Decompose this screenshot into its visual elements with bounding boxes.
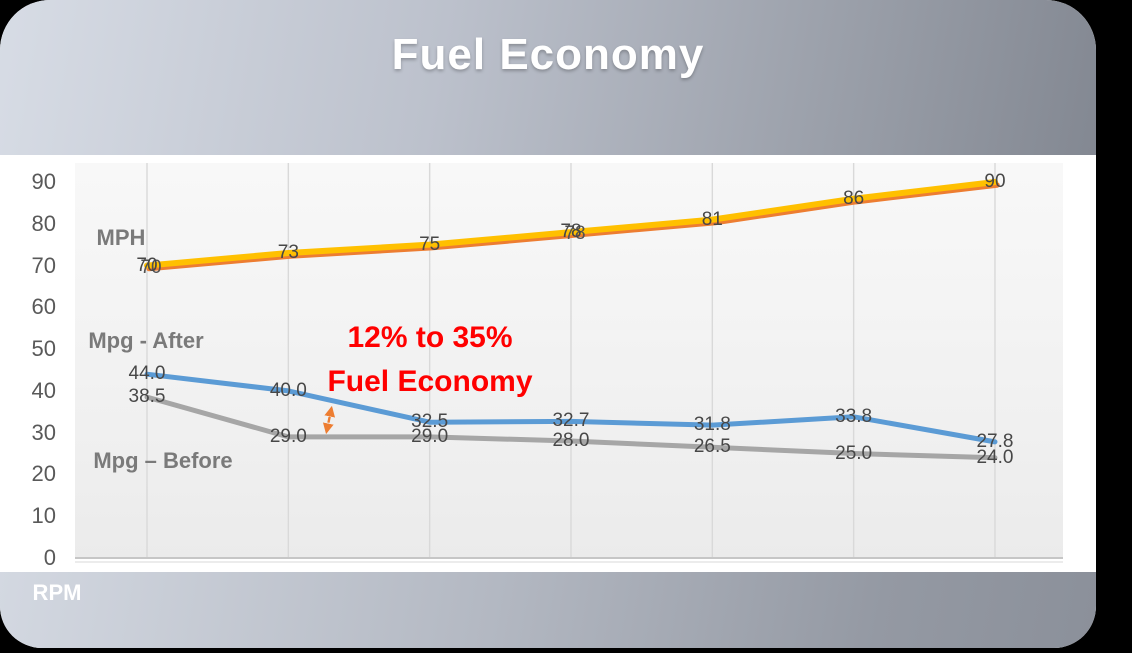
series-line-mpg-after	[144, 371, 998, 445]
annotation-line-2: Fuel Economy	[327, 365, 533, 398]
series-line-mpg-before	[144, 394, 998, 461]
x-axis-title: RPM	[32, 580, 82, 605]
series-line-mph	[144, 179, 998, 269]
plot-area	[75, 163, 1063, 558]
slide-header: Fuel Economy	[0, 0, 1096, 155]
chart-annotation: 12% to 35% Fuel Economy	[327, 316, 532, 404]
slide-title: Fuel Economy	[391, 30, 705, 79]
difference-arrow	[322, 405, 336, 435]
series-line-mph-underlay	[146, 182, 1000, 272]
slide: Fuel Economy 70 78 70 73 75 78 81 86 90 44.0 40.0 3…	[0, 0, 1096, 648]
x-axis-band: 22.12.22.32.42.52.6	[0, 572, 1096, 648]
line-chart	[75, 163, 1063, 563]
annotation-line-1: 12% to 35%	[347, 321, 513, 354]
